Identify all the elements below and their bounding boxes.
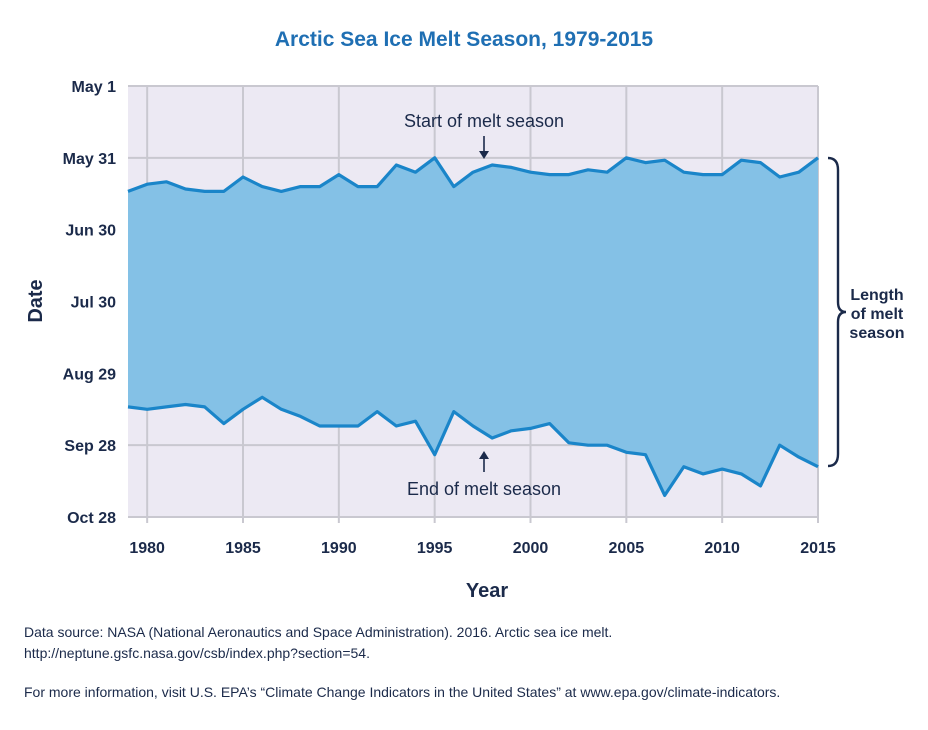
x-tick-label: 2015 — [800, 540, 836, 557]
y-tick-label: Jul 30 — [71, 295, 116, 312]
y-tick-label: Sep 28 — [64, 438, 116, 455]
bracket-label-line-1: Length — [850, 287, 903, 304]
end-annotation: End of melt season — [407, 479, 561, 499]
x-tick-label: 2005 — [609, 540, 645, 557]
x-tick-label: 1980 — [129, 540, 165, 557]
melt-season-area — [128, 157, 818, 496]
info-line: For more information, visit U.S. EPA’s “… — [24, 684, 781, 700]
start-annotation: Start of melt season — [404, 111, 564, 131]
y-tick-label: Jun 30 — [65, 223, 116, 240]
y-tick-label: Aug 29 — [63, 366, 116, 383]
y-tick-label: Oct 28 — [67, 510, 116, 527]
source-line-2: http://neptune.gsfc.nasa.gov/csb/index.p… — [24, 645, 370, 661]
x-tick-label: 1990 — [321, 540, 357, 557]
x-tick-label: 1995 — [417, 540, 453, 557]
x-tick-label: 1985 — [225, 540, 261, 557]
data-points — [127, 157, 819, 496]
y-tick-label: May 1 — [72, 79, 117, 96]
x-tick-labels: 1980 1985 1990 1995 2000 2005 2010 2015 — [129, 540, 836, 557]
chart: Arctic Sea Ice Melt Season, 1979-2015 Ma… — [25, 28, 905, 602]
y-tick-labels: May 1 May 31 Jun 30 Jul 30 Aug 29 Sep 28 Oct 2… — [63, 79, 116, 527]
source-line-1: Data source: NASA (National Aeronautics … — [24, 624, 613, 640]
bracket-label-line-3: season — [849, 325, 904, 342]
bracket-label-line-2: of melt — [851, 306, 904, 323]
x-tick-label: 2000 — [513, 540, 549, 557]
length-bracket — [827, 156, 847, 468]
y-tick-label: May 31 — [63, 151, 116, 168]
chart-title: Arctic Sea Ice Melt Season, 1979-2015 — [275, 28, 654, 51]
end-arrow — [479, 451, 489, 472]
x-axis-label: Year — [466, 580, 508, 602]
start-arrow — [479, 136, 489, 159]
y-axis-label: Date — [25, 279, 47, 322]
x-tick-label: 2010 — [704, 540, 740, 557]
footer-notes: Data source: NASA (National Aeronautics … — [24, 622, 904, 703]
